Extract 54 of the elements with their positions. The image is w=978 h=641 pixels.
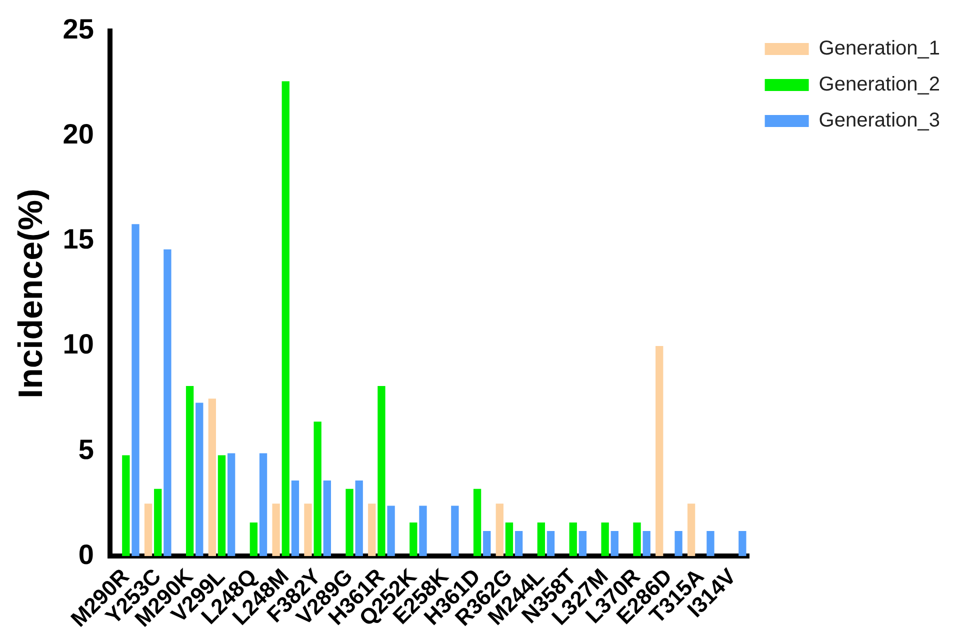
bar <box>546 530 555 556</box>
bar <box>578 530 587 556</box>
legend-label: Generation_2 <box>818 74 940 96</box>
bar <box>514 530 523 556</box>
bar <box>144 504 152 556</box>
bar <box>451 506 459 556</box>
bar <box>346 488 354 556</box>
bar <box>323 480 331 556</box>
y-axis-title: Incidence(%) <box>12 188 50 398</box>
bar <box>569 522 577 556</box>
bar <box>227 453 236 556</box>
bar <box>314 422 322 556</box>
bar <box>387 506 395 556</box>
bar <box>208 398 216 556</box>
y-tick-label: 20 <box>62 118 94 150</box>
bar <box>601 522 609 556</box>
bar <box>642 530 650 556</box>
y-tick-label: 25 <box>62 14 94 45</box>
bar <box>355 480 363 556</box>
bar <box>378 386 386 556</box>
bar <box>537 522 546 556</box>
bar <box>154 488 162 556</box>
bar <box>132 224 140 556</box>
bar <box>473 488 482 556</box>
y-tick-label: 10 <box>62 328 94 360</box>
bar <box>250 522 258 556</box>
bar <box>706 530 714 556</box>
bar <box>410 522 418 556</box>
bar <box>610 530 618 556</box>
bar <box>656 346 664 556</box>
bar <box>291 480 300 556</box>
bar <box>259 453 268 556</box>
bar <box>687 504 696 556</box>
bar <box>633 522 641 556</box>
bar <box>218 455 226 556</box>
y-tick-label: 15 <box>62 224 94 255</box>
legend-label: Generation_3 <box>818 110 940 132</box>
bar <box>505 522 514 556</box>
bar <box>368 504 376 556</box>
bar <box>272 504 280 556</box>
bar <box>282 81 290 556</box>
bar <box>186 386 194 556</box>
bar <box>164 249 172 556</box>
bar <box>483 530 491 556</box>
bar <box>496 504 504 556</box>
bar <box>674 530 682 556</box>
bar <box>738 530 746 556</box>
bar <box>122 455 130 556</box>
bar <box>196 402 204 556</box>
y-tick-label: 5 <box>78 434 94 465</box>
bar <box>419 506 427 556</box>
bar <box>304 504 312 556</box>
y-tick-label: 0 <box>78 538 94 570</box>
legend-label: Generation_1 <box>818 38 940 60</box>
